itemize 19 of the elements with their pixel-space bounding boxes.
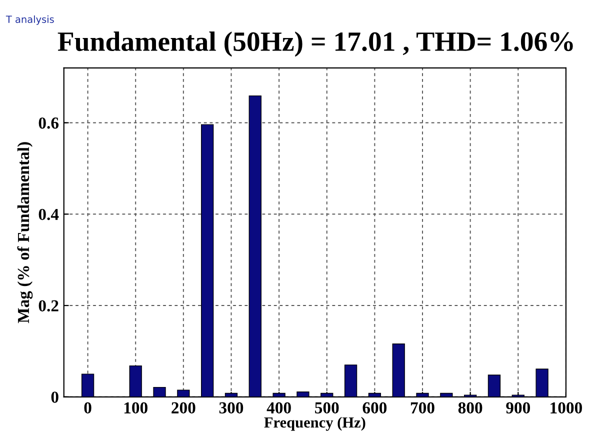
x-tick-label: 300: [219, 402, 244, 414]
text: T analysis: [6, 15, 54, 25]
x-tick-label: 200: [172, 402, 196, 414]
x-tick-label: 100: [124, 402, 148, 414]
x-tick-label: 400: [266, 402, 291, 414]
y-tick-label: 0.4: [38, 208, 59, 220]
x-axis-title: Frequency (Hz): [264, 416, 366, 431]
y-tick-label: 0.6: [38, 117, 59, 129]
y-axis-title: Mag (% of Fundamental): [17, 142, 33, 324]
x-tick-label: 0: [84, 402, 92, 414]
x-tick-label: 1000: [550, 402, 582, 414]
x-tick-label: 500: [315, 402, 339, 414]
x-tick-label: 900: [506, 402, 530, 414]
x-tick-label: 700: [410, 402, 434, 414]
y-tick-label: 0.2: [38, 300, 58, 312]
x-tick-label: 800: [458, 402, 482, 414]
x-tick-label: 600: [362, 402, 387, 414]
y-tick-label: 0: [51, 392, 58, 403]
chart-title: Fundamental (50Hz) = 17.01 , THD= 1.06%: [58, 32, 573, 57]
